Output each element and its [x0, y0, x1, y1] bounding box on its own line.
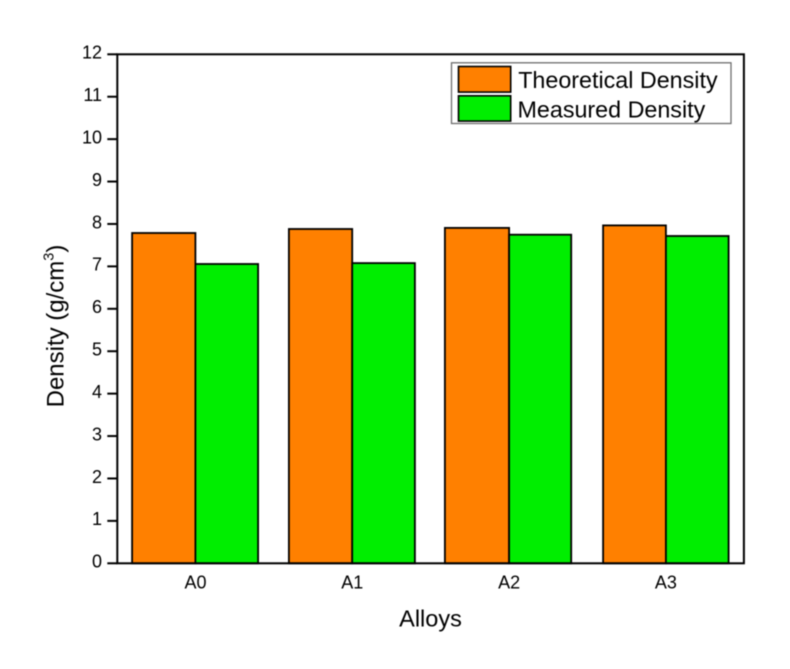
svg-text:A3: A3 — [655, 572, 677, 592]
svg-text:2: 2 — [92, 467, 102, 487]
svg-text:5: 5 — [92, 340, 102, 360]
svg-text:7: 7 — [92, 255, 102, 275]
svg-text:8: 8 — [92, 212, 102, 232]
svg-text:A1: A1 — [341, 572, 363, 592]
svg-text:6: 6 — [92, 297, 102, 317]
svg-text:11: 11 — [83, 85, 102, 105]
svg-text:3: 3 — [92, 424, 102, 444]
svg-text:Measured Density: Measured Density — [518, 96, 706, 122]
svg-text:12: 12 — [82, 43, 102, 63]
svg-text:0: 0 — [92, 552, 102, 572]
svg-text:A0: A0 — [184, 572, 206, 592]
svg-text:A2: A2 — [498, 572, 520, 592]
svg-text:4: 4 — [92, 382, 102, 402]
svg-text:Alloys: Alloys — [399, 605, 462, 631]
svg-text:1: 1 — [92, 509, 102, 529]
svg-text:10: 10 — [82, 127, 102, 147]
svg-text:Density (g/cm3): Density (g/cm3) — [42, 245, 70, 408]
svg-text:Theoretical Density: Theoretical Density — [518, 67, 718, 93]
svg-text:9: 9 — [92, 170, 102, 190]
